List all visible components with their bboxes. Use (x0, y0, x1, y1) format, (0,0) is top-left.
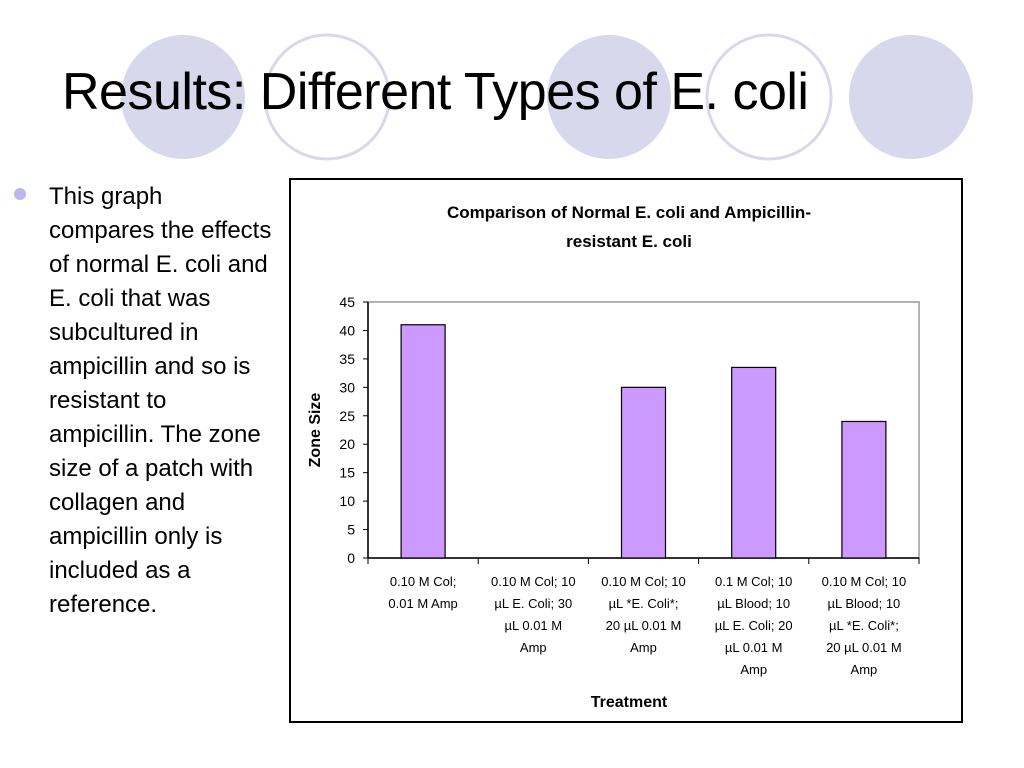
bar (841, 420, 887, 559)
x-category-label: Amp (851, 662, 878, 677)
x-category-label: µL *E. Coli*; (609, 596, 679, 611)
x-category-label: µL E. Coli; 30 (494, 596, 572, 611)
y-tick-label: 20 (339, 436, 355, 452)
decor-circle-3 (547, 35, 671, 159)
x-category-label: µL 0.01 M (725, 640, 783, 655)
y-tick-label: 35 (339, 351, 355, 367)
x-axis-label: Treatment (591, 694, 668, 711)
x-category-label: Amp (630, 640, 657, 655)
chart-frame: Comparison of Normal E. coli and Ampicil… (289, 178, 963, 723)
decor-circle-4 (705, 33, 833, 161)
x-category-label: 0.10 M Col; 10 (601, 574, 686, 589)
bar (620, 386, 667, 559)
chart-title-line: resistant E. coli (566, 232, 692, 251)
bullet-dot-icon (14, 188, 26, 200)
decor-circle-2 (263, 33, 391, 161)
x-category-label: µL Blood; 10 (717, 596, 790, 611)
x-category-label: 0.10 M Col; 10 (822, 574, 907, 589)
x-category-label: 20 µL 0.01 M (606, 618, 682, 633)
x-category-label: µL 0.01 M (505, 618, 563, 633)
y-tick-label: 0 (347, 550, 355, 566)
y-tick-label: 5 (347, 522, 355, 538)
x-category-label: µL E. Coli; 20 (715, 618, 793, 633)
x-category-label: 0.10 M Col; (390, 574, 456, 589)
bar (731, 366, 777, 559)
x-category-label: 0.01 M Amp (388, 596, 457, 611)
y-tick-label: 25 (339, 408, 355, 424)
bar-chart: Comparison of Normal E. coli and Ampicil… (307, 203, 920, 711)
y-tick-label: 10 (339, 493, 355, 509)
decor-circle-5 (849, 35, 973, 159)
x-category-label: 0.10 M Col; 10 (491, 574, 576, 589)
decorative-circles (121, 33, 973, 161)
y-tick-label: 30 (339, 379, 355, 395)
slide-title: Results: Different Types of E. coli (62, 63, 809, 121)
bar (400, 324, 446, 559)
y-axis-label: Zone Size (307, 393, 324, 468)
chart-title-line: Comparison of Normal E. coli and Ampicil… (447, 203, 811, 222)
x-category-label: µL *E. Coli*; (829, 618, 899, 633)
y-tick-label: 45 (339, 294, 355, 310)
x-category-label: 0.1 M Col; 10 (715, 574, 792, 589)
x-category-label: 20 µL 0.01 M (826, 640, 902, 655)
x-category-label: Amp (520, 640, 547, 655)
y-tick-label: 40 (339, 322, 355, 338)
x-category-label: Amp (740, 662, 767, 677)
decor-circle-1 (121, 35, 245, 159)
y-tick-label: 15 (339, 465, 355, 481)
bullet-text: This graph compares the effects of norma… (49, 183, 272, 618)
x-category-label: µL Blood; 10 (828, 596, 901, 611)
